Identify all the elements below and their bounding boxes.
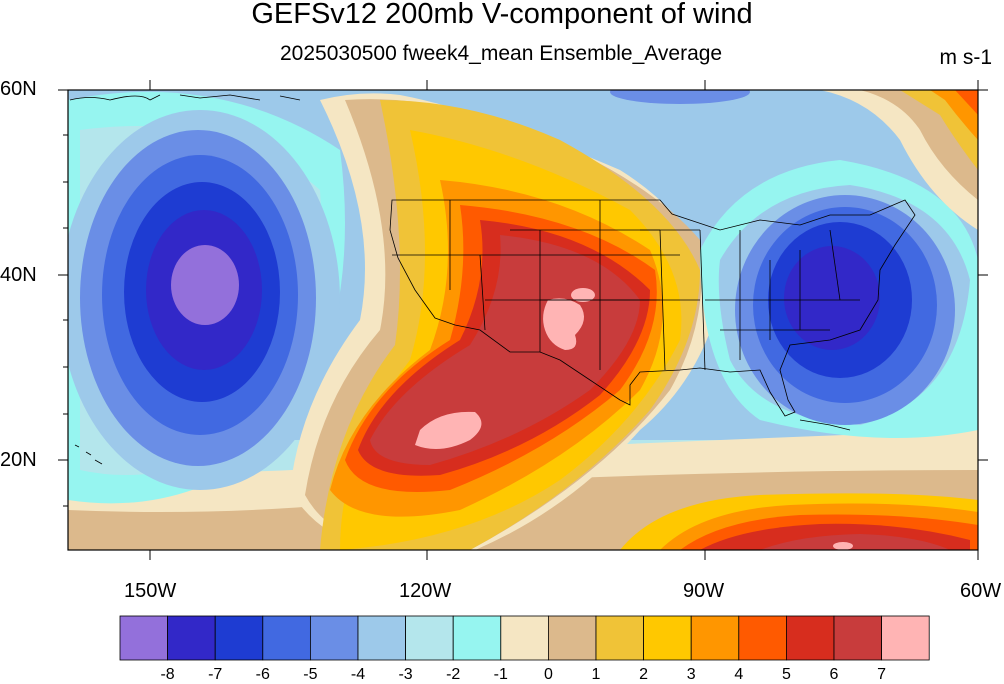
lon-label-90w: 90W <box>683 580 725 602</box>
colorbar-label: -2 <box>446 666 461 683</box>
colorbar-label: 2 <box>639 666 649 683</box>
colorbar-swatch <box>833 615 882 661</box>
lat-label-60n: 60N <box>0 78 37 100</box>
chart-subtitle: 2025030500 fweek4_mean Ensemble_Average <box>280 42 723 65</box>
colorbar-label: 0 <box>543 666 553 683</box>
colorbar-swatch <box>167 615 216 661</box>
lon-label-120w: 120W <box>399 580 452 602</box>
colorbar-label: 7 <box>877 666 887 683</box>
colorbar-swatch <box>690 615 740 661</box>
colorbar-swatch <box>548 615 597 661</box>
colorbar-label: -1 <box>493 666 508 683</box>
chart-title: GEFSv12 200mb V-component of wind <box>251 0 753 30</box>
colorbar-label: 5 <box>781 666 791 683</box>
colorbar-swatch <box>881 615 930 661</box>
colorbar-label: -5 <box>303 666 318 683</box>
colorbar-label: -7 <box>208 666 223 683</box>
colorbar-swatch <box>452 615 502 661</box>
colorbar-label: 3 <box>686 666 696 683</box>
lon-label-150w: 150W <box>124 580 177 602</box>
contour-fill <box>68 90 978 550</box>
coastline-borders <box>69 94 916 465</box>
colorbar-swatch <box>309 615 359 661</box>
colorbar-label: -8 <box>160 666 175 683</box>
colorbar-label: 4 <box>734 666 744 683</box>
units-label: m s-1 <box>939 46 993 69</box>
colorbar-swatch <box>786 615 835 661</box>
lat-label-20n: 20N <box>0 449 37 471</box>
colorbar-swatch <box>595 615 644 661</box>
colorbar-swatch <box>738 615 787 661</box>
colorbar-swatch <box>262 615 311 661</box>
colorbar-label: -3 <box>398 666 413 683</box>
lat-label-40n: 40N <box>0 264 37 286</box>
colorbar-swatch <box>357 615 406 661</box>
colorbar-swatch <box>500 615 549 661</box>
lon-label-60w: 60W <box>960 580 1002 602</box>
colorbar-label: -6 <box>255 666 270 683</box>
colorbar-label: 1 <box>591 666 601 683</box>
colorbar-swatch <box>405 615 454 661</box>
colorbar-swatch <box>119 615 168 661</box>
colorbar-label: 6 <box>829 666 839 683</box>
colorbar-swatch <box>214 615 264 661</box>
colorbar-label: -4 <box>350 666 366 683</box>
ticks <box>58 80 988 560</box>
colorbar <box>119 615 930 661</box>
colorbar-swatch <box>643 615 692 661</box>
